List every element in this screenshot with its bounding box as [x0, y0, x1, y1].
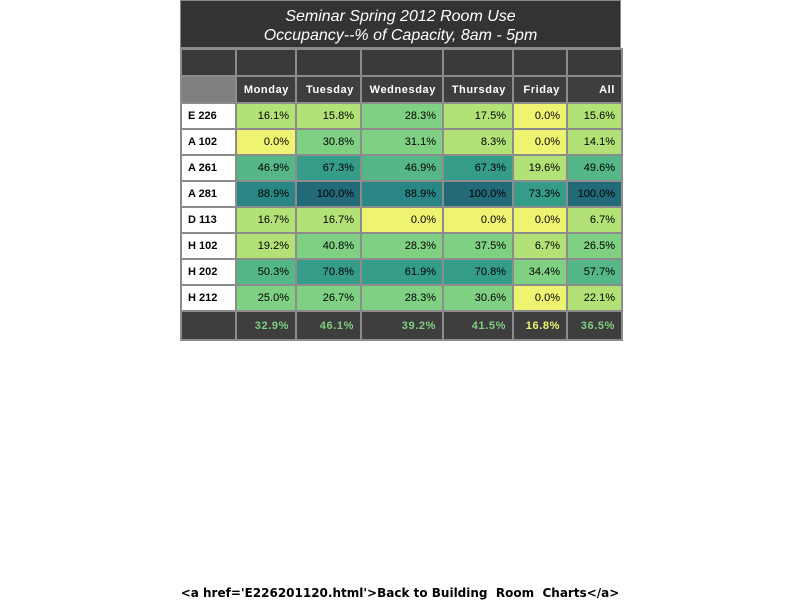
total-cell: 39.2% — [360, 310, 444, 341]
occupancy-cell: 19.2% — [235, 232, 297, 260]
occupancy-cell: 16.7% — [295, 206, 362, 234]
occupancy-cell: 67.3% — [295, 154, 362, 182]
occupancy-cell: 46.9% — [235, 154, 297, 182]
room-label: A 102 — [180, 128, 237, 156]
header-spacer-cell — [442, 48, 514, 77]
room-row: H 102 19.2% 40.8% 28.3% 37.5% 6.7% 26.5% — [180, 232, 623, 260]
occupancy-cell: 70.8% — [442, 258, 514, 286]
room-row: D 113 16.7% 16.7% 0.0% 0.0% 0.0% 6.7% — [180, 206, 623, 234]
occupancy-report: Seminar Spring 2012 Room Use Occupancy--… — [180, 0, 623, 341]
occupancy-heatmap-table: Monday Tuesday Wednesday Thursday Friday All E… — [180, 48, 623, 341]
occupancy-cell: 26.5% — [566, 232, 623, 260]
totals-stub — [180, 310, 237, 341]
room-row: A 261 46.9% 67.3% 46.9% 67.3% 19.6% 49.6% — [180, 154, 623, 182]
occupancy-cell: 30.8% — [295, 128, 362, 156]
occupancy-cell: 34.4% — [512, 258, 568, 286]
room-label: H 212 — [180, 284, 237, 312]
occupancy-cell: 46.9% — [360, 154, 444, 182]
occupancy-cell: 0.0% — [512, 102, 568, 130]
column-header: All — [566, 75, 623, 104]
occupancy-cell: 57.7% — [566, 258, 623, 286]
total-cell: 41.5% — [442, 310, 514, 341]
occupancy-cell: 100.0% — [295, 180, 362, 208]
header-spacer-row — [180, 48, 623, 77]
header-spacer-cell — [180, 48, 237, 77]
occupancy-cell: 70.8% — [295, 258, 362, 286]
title-bar: Seminar Spring 2012 Room Use Occupancy--… — [180, 0, 621, 48]
totals-row: 32.9% 46.1% 39.2% 41.5% 16.8% 36.5% — [180, 310, 623, 341]
occupancy-cell: 0.0% — [442, 206, 514, 234]
occupancy-cell: 50.3% — [235, 258, 297, 286]
occupancy-cell: 88.9% — [235, 180, 297, 208]
column-header-row: Monday Tuesday Wednesday Thursday Friday All — [180, 75, 623, 104]
occupancy-cell: 0.0% — [360, 206, 444, 234]
back-to-building-charts-link[interactable]: <a href='E226201120.html'>Back to Buildi… — [180, 586, 620, 600]
chart-title: Seminar Spring 2012 Room Use — [285, 8, 516, 25]
occupancy-cell: 15.6% — [566, 102, 623, 130]
room-label: A 261 — [180, 154, 237, 182]
row-header-stub — [180, 75, 237, 104]
chart-subtitle: Occupancy--% of Capacity, 8am - 5pm — [263, 27, 538, 44]
room-row: E 226 16.1% 15.8% 28.3% 17.5% 0.0% 15.6% — [180, 102, 623, 130]
occupancy-cell: 22.1% — [566, 284, 623, 312]
occupancy-cell: 15.8% — [295, 102, 362, 130]
occupancy-cell: 61.9% — [360, 258, 444, 286]
room-row: A 281 88.9% 100.0% 88.9% 100.0% 73.3% 100.0% — [180, 180, 623, 208]
occupancy-cell: 14.1% — [566, 128, 623, 156]
occupancy-cell: 49.6% — [566, 154, 623, 182]
occupancy-cell: 28.3% — [360, 284, 444, 312]
occupancy-cell: 31.1% — [360, 128, 444, 156]
room-row: A 102 0.0% 30.8% 31.1% 8.3% 0.0% 14.1% — [180, 128, 623, 156]
occupancy-cell: 26.7% — [295, 284, 362, 312]
occupancy-cell: 100.0% — [566, 180, 623, 208]
header-spacer-cell — [360, 48, 444, 77]
occupancy-cell: 25.0% — [235, 284, 297, 312]
header-spacer-cell — [235, 48, 297, 77]
room-label: H 102 — [180, 232, 237, 260]
occupancy-cell: 0.0% — [512, 284, 568, 312]
room-row: H 212 25.0% 26.7% 28.3% 30.6% 0.0% 22.1% — [180, 284, 623, 312]
room-label: D 113 — [180, 206, 237, 234]
total-cell: 46.1% — [295, 310, 362, 341]
total-cell: 16.8% — [512, 310, 568, 341]
occupancy-cell: 28.3% — [360, 232, 444, 260]
occupancy-cell: 100.0% — [442, 180, 514, 208]
room-row: H 202 50.3% 70.8% 61.9% 70.8% 34.4% 57.7% — [180, 258, 623, 286]
occupancy-cell: 88.9% — [360, 180, 444, 208]
occupancy-cell: 67.3% — [442, 154, 514, 182]
room-label: E 226 — [180, 102, 237, 130]
header-spacer-cell — [295, 48, 362, 77]
occupancy-cell: 30.6% — [442, 284, 514, 312]
column-header: Tuesday — [295, 75, 362, 104]
occupancy-cell: 40.8% — [295, 232, 362, 260]
header-spacer-cell — [566, 48, 623, 77]
occupancy-cell: 37.5% — [442, 232, 514, 260]
occupancy-cell: 6.7% — [512, 232, 568, 260]
occupancy-cell: 16.7% — [235, 206, 297, 234]
column-header: Wednesday — [360, 75, 444, 104]
occupancy-cell: 0.0% — [512, 128, 568, 156]
room-label: H 202 — [180, 258, 237, 286]
column-header: Friday — [512, 75, 568, 104]
occupancy-cell: 19.6% — [512, 154, 568, 182]
total-cell: 36.5% — [566, 310, 623, 341]
room-label: A 281 — [180, 180, 237, 208]
occupancy-cell: 28.3% — [360, 102, 444, 130]
header-spacer-cell — [512, 48, 568, 77]
column-header: Monday — [235, 75, 297, 104]
column-header: Thursday — [442, 75, 514, 104]
occupancy-cell: 8.3% — [442, 128, 514, 156]
occupancy-cell: 0.0% — [512, 206, 568, 234]
occupancy-cell: 73.3% — [512, 180, 568, 208]
total-cell: 32.9% — [235, 310, 297, 341]
occupancy-cell: 0.0% — [235, 128, 297, 156]
occupancy-cell: 17.5% — [442, 102, 514, 130]
occupancy-cell: 6.7% — [566, 206, 623, 234]
occupancy-cell: 16.1% — [235, 102, 297, 130]
